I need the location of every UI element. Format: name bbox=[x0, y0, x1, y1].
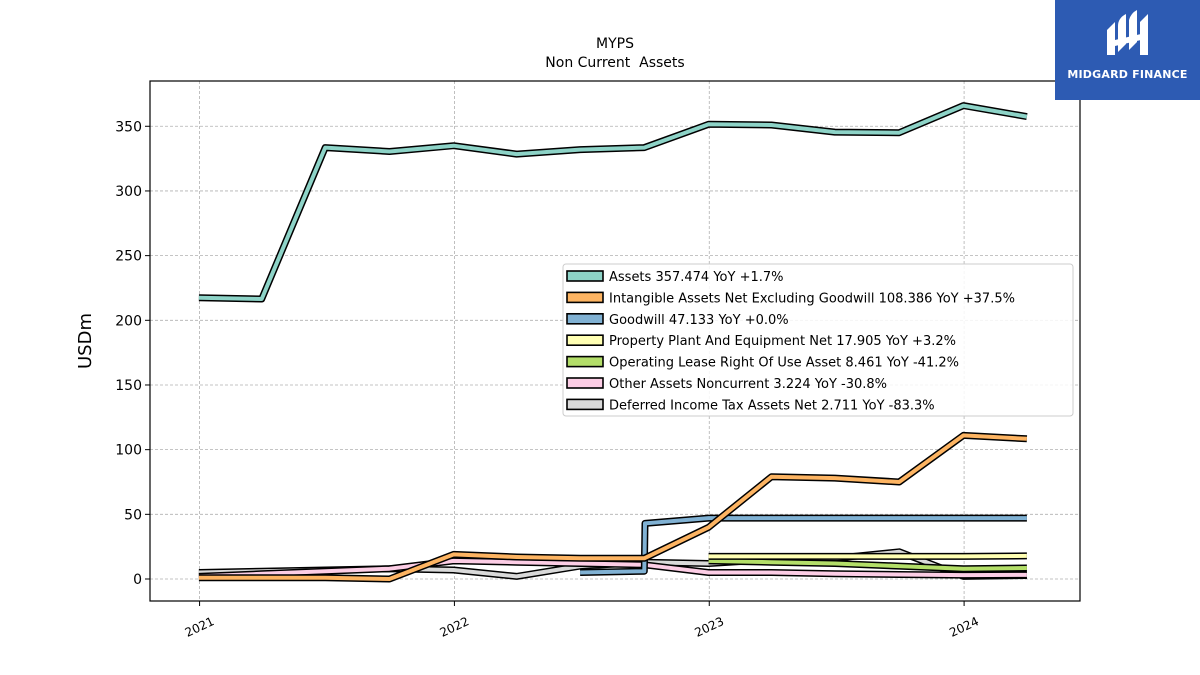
brand-logo: MIDGARD FINANCE bbox=[1055, 0, 1200, 100]
x-tick-label: 2021 bbox=[183, 614, 217, 640]
x-axis: 2021 2022 2023 2024 bbox=[183, 601, 981, 640]
y-tick-label: 0 bbox=[133, 572, 142, 588]
series-operating-lease-right-of-use-asset bbox=[709, 561, 1027, 569]
chart: MYPS Non Current Assets 0 50 100 150 200 250 3… bbox=[0, 0, 1200, 675]
legend-item: Property Plant And Equipment Net 17.905 … bbox=[567, 334, 956, 349]
legend-item: Intangible Assets Net Excluding Goodwill… bbox=[567, 291, 1015, 306]
series-line bbox=[709, 556, 1027, 557]
legend-label: Goodwill 47.133 YoY +0.0% bbox=[609, 313, 789, 328]
y-tick-label: 300 bbox=[115, 184, 142, 200]
x-tick-label: 2022 bbox=[438, 614, 472, 640]
midgard-logo-icon bbox=[1055, 0, 1200, 100]
legend-item: Other Assets Noncurrent 3.224 YoY -30.8% bbox=[567, 377, 887, 392]
legend-item: Deferred Income Tax Assets Net 2.711 YoY… bbox=[567, 398, 935, 413]
legend-swatch bbox=[567, 399, 603, 409]
legend-swatch bbox=[567, 314, 603, 324]
legend-label: Operating Lease Right Of Use Asset 8.461… bbox=[609, 356, 959, 371]
legend-item: Operating Lease Right Of Use Asset 8.461… bbox=[567, 356, 959, 371]
y-tick-label: 100 bbox=[115, 443, 142, 459]
legend-swatch bbox=[567, 271, 603, 281]
y-tick-label: 50 bbox=[124, 507, 142, 523]
legend-swatch bbox=[567, 378, 603, 388]
legend-label: Other Assets Noncurrent 3.224 YoY -30.8% bbox=[609, 377, 887, 392]
x-tick-label: 2024 bbox=[947, 614, 981, 640]
y-axis-label: USDm bbox=[75, 313, 96, 369]
legend-swatch bbox=[567, 292, 603, 302]
legend-swatch bbox=[567, 357, 603, 367]
logo-text: MIDGARD FINANCE bbox=[1055, 68, 1200, 81]
legend-label: Property Plant And Equipment Net 17.905 … bbox=[609, 334, 956, 349]
y-tick-label: 150 bbox=[115, 378, 142, 394]
legend-label: Intangible Assets Net Excluding Goodwill… bbox=[609, 291, 1015, 306]
chart-title: MYPS bbox=[596, 36, 634, 52]
y-axis: 0 50 100 150 200 250 300 350 bbox=[115, 119, 150, 588]
legend: Assets 357.474 YoY +1.7% Intangible Asset… bbox=[563, 264, 1073, 416]
legend-label: Deferred Income Tax Assets Net 2.711 YoY… bbox=[609, 398, 935, 413]
series-property-plant-and-equipment-net bbox=[709, 556, 1027, 557]
x-tick-label: 2023 bbox=[692, 614, 726, 640]
y-tick-label: 350 bbox=[115, 119, 142, 135]
y-tick-label: 200 bbox=[115, 313, 142, 329]
chart-subtitle: Non Current Assets bbox=[545, 55, 684, 71]
y-tick-label: 250 bbox=[115, 249, 142, 265]
legend-label: Assets 357.474 YoY +1.7% bbox=[609, 270, 784, 285]
legend-swatch bbox=[567, 335, 603, 345]
